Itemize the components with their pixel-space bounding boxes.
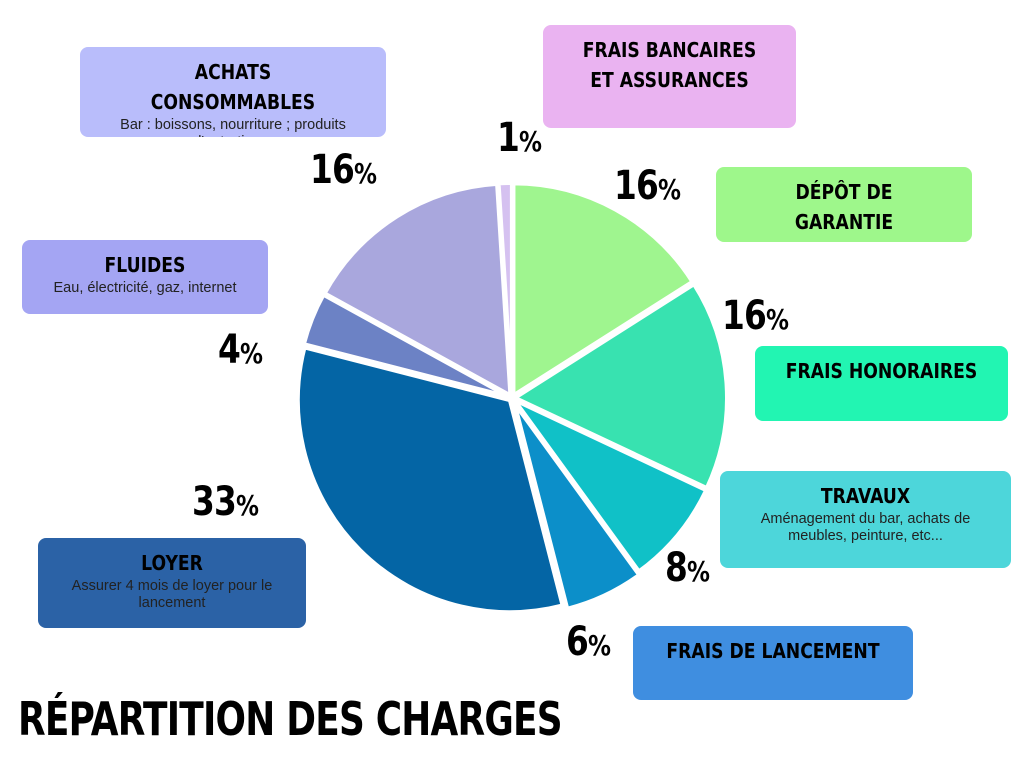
legend-box-7: ACHATS CONSOMMABLES Bar : boissons, nourr… (80, 47, 386, 137)
pie-slice-7 (322, 181, 513, 398)
percent-value: 16 (310, 147, 355, 193)
percent-label-7: 16% (310, 147, 377, 193)
legend-box-3: TRAVAUX Aménagement du bar, achats de meu… (720, 471, 1011, 568)
percent-symbol: % (766, 303, 789, 336)
legend-title: FRAIS DE LANCEMENT (666, 639, 880, 663)
percent-label-4: 6% (566, 619, 611, 665)
percent-value: 8 (665, 545, 688, 591)
legend-box-4: FRAIS DE LANCEMENT (633, 626, 913, 700)
percent-symbol: % (658, 173, 681, 206)
percent-value: 1 (497, 115, 520, 161)
pie-slice-4 (512, 401, 642, 611)
legend-box-2: FRAIS HONORAIRES (755, 346, 1008, 421)
chart-title: RÉPARTITION DES CHARGES (18, 692, 563, 746)
legend-box-5: LOYER Assurer 4 mois de loyer pour le lan… (38, 538, 306, 628)
percent-label-1: 16% (614, 163, 681, 209)
legend-description: Eau, électricité, gaz, internet (53, 280, 237, 296)
percent-label-8: 1% (497, 115, 542, 161)
legend-title: FRAIS HONORAIRES (785, 359, 978, 383)
percent-label-3: 8% (665, 545, 710, 591)
pie-slice-8 (496, 181, 514, 398)
legend-title: LOYER (141, 551, 203, 575)
percent-symbol: % (240, 337, 263, 370)
pie-slice-3 (512, 397, 709, 574)
percent-symbol: % (354, 157, 377, 190)
pie-slice-5 (295, 345, 565, 615)
percent-value: 16 (722, 293, 767, 339)
legend-title: ACHATS CONSOMMABLES (150, 60, 316, 114)
legend-description: Assurer 4 mois de loyer pour le lancemen… (71, 578, 273, 611)
legend-title: TRAVAUX (820, 484, 911, 508)
percent-value: 6 (566, 619, 589, 665)
percent-symbol: % (588, 629, 611, 662)
legend-box-6: FLUIDES Eau, électricité, gaz, internet (22, 240, 268, 314)
percent-symbol: % (236, 489, 259, 522)
legend-description: Bar : boissons, nourriture ; produits d'… (120, 117, 346, 137)
legend-title: DÉPÔT DE GARANTIE (794, 180, 894, 234)
percent-label-2: 16% (722, 293, 789, 339)
pie-slice-2 (512, 282, 729, 491)
percent-value: 4 (218, 327, 241, 373)
percent-label-5: 33% (192, 479, 259, 525)
percent-label-6: 4% (218, 327, 263, 373)
legend-description: Aménagement du bar, achats de meubles, p… (760, 511, 971, 544)
pie-slice-1 (511, 181, 695, 398)
percent-symbol: % (519, 125, 542, 158)
legend-title: FLUIDES (104, 253, 186, 277)
legend-box-8: FRAIS BANCAIRES ET ASSURANCES (543, 25, 796, 128)
percent-value: 16 (614, 163, 659, 209)
legend-box-1: DÉPÔT DE GARANTIE (716, 167, 972, 242)
legend-title: FRAIS BANCAIRES ET ASSURANCES (582, 38, 757, 92)
percent-symbol: % (687, 555, 710, 588)
percent-value: 33 (192, 479, 237, 525)
